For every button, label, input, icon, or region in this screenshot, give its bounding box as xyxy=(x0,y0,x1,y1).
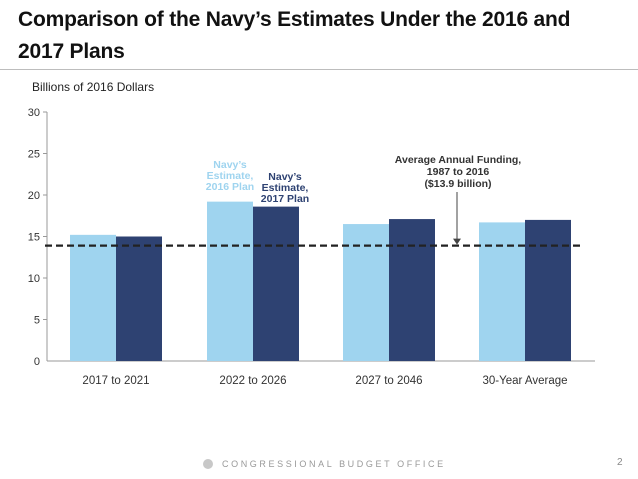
reference-line-label: 1987 to 2016 xyxy=(427,166,490,178)
x-tick-label: 2027 to 2046 xyxy=(355,375,422,387)
bars xyxy=(70,201,571,361)
y-tick-label: 15 xyxy=(28,232,40,244)
series-label-2017-plan: 2017 Plan xyxy=(261,193,309,205)
bar-2016-plan xyxy=(70,234,116,361)
title-divider xyxy=(0,69,638,70)
x-tick-label: 2022 to 2026 xyxy=(219,375,286,387)
y-tick-label: 25 xyxy=(28,149,40,161)
y-tick-label: 20 xyxy=(28,190,40,202)
y-axis-unit-label: Billions of 2016 Dollars xyxy=(32,80,155,94)
page-number: 2 xyxy=(617,457,623,468)
bar-2017-plan xyxy=(389,219,435,361)
x-axis-labels: 2017 to 2021 2022 to 2026 2027 to 2046 30-Y… xyxy=(82,375,567,387)
cbo-logo-icon xyxy=(203,459,213,469)
bar-2016-plan xyxy=(207,201,253,361)
bar-2017-plan xyxy=(525,219,571,361)
y-tick-label: 10 xyxy=(28,273,40,285)
y-tick-label: 0 xyxy=(34,356,40,368)
y-tick-label: 30 xyxy=(28,107,40,119)
bar-2017-plan xyxy=(253,206,299,361)
series-label-2016-plan: Navy’s xyxy=(213,159,247,171)
y-tick-label: 5 xyxy=(34,315,40,327)
series-label-2017-plan: Estimate, xyxy=(262,182,309,194)
bar-2016-plan xyxy=(479,222,525,361)
slide-title: Comparison of the Navy’s Estimates Under… xyxy=(18,8,571,63)
x-tick-label: 30-Year Average xyxy=(482,375,567,387)
footer-organization: CONGRESSIONAL BUDGET OFFICE xyxy=(222,459,446,469)
bar-2016-plan xyxy=(343,224,389,361)
reference-line-label: Average Annual Funding, xyxy=(395,154,521,166)
series-label-2016-plan: 2016 Plan xyxy=(206,181,254,193)
x-tick-label: 2017 to 2021 xyxy=(82,375,149,387)
bar-2017-plan xyxy=(116,236,162,361)
series-label-2016-plan: Estimate, xyxy=(207,170,254,182)
reference-line-label: ($13.9 billion) xyxy=(424,178,491,190)
series-label-2017-plan: Navy’s xyxy=(268,171,302,183)
annotation-arrowhead-icon xyxy=(453,238,461,245)
